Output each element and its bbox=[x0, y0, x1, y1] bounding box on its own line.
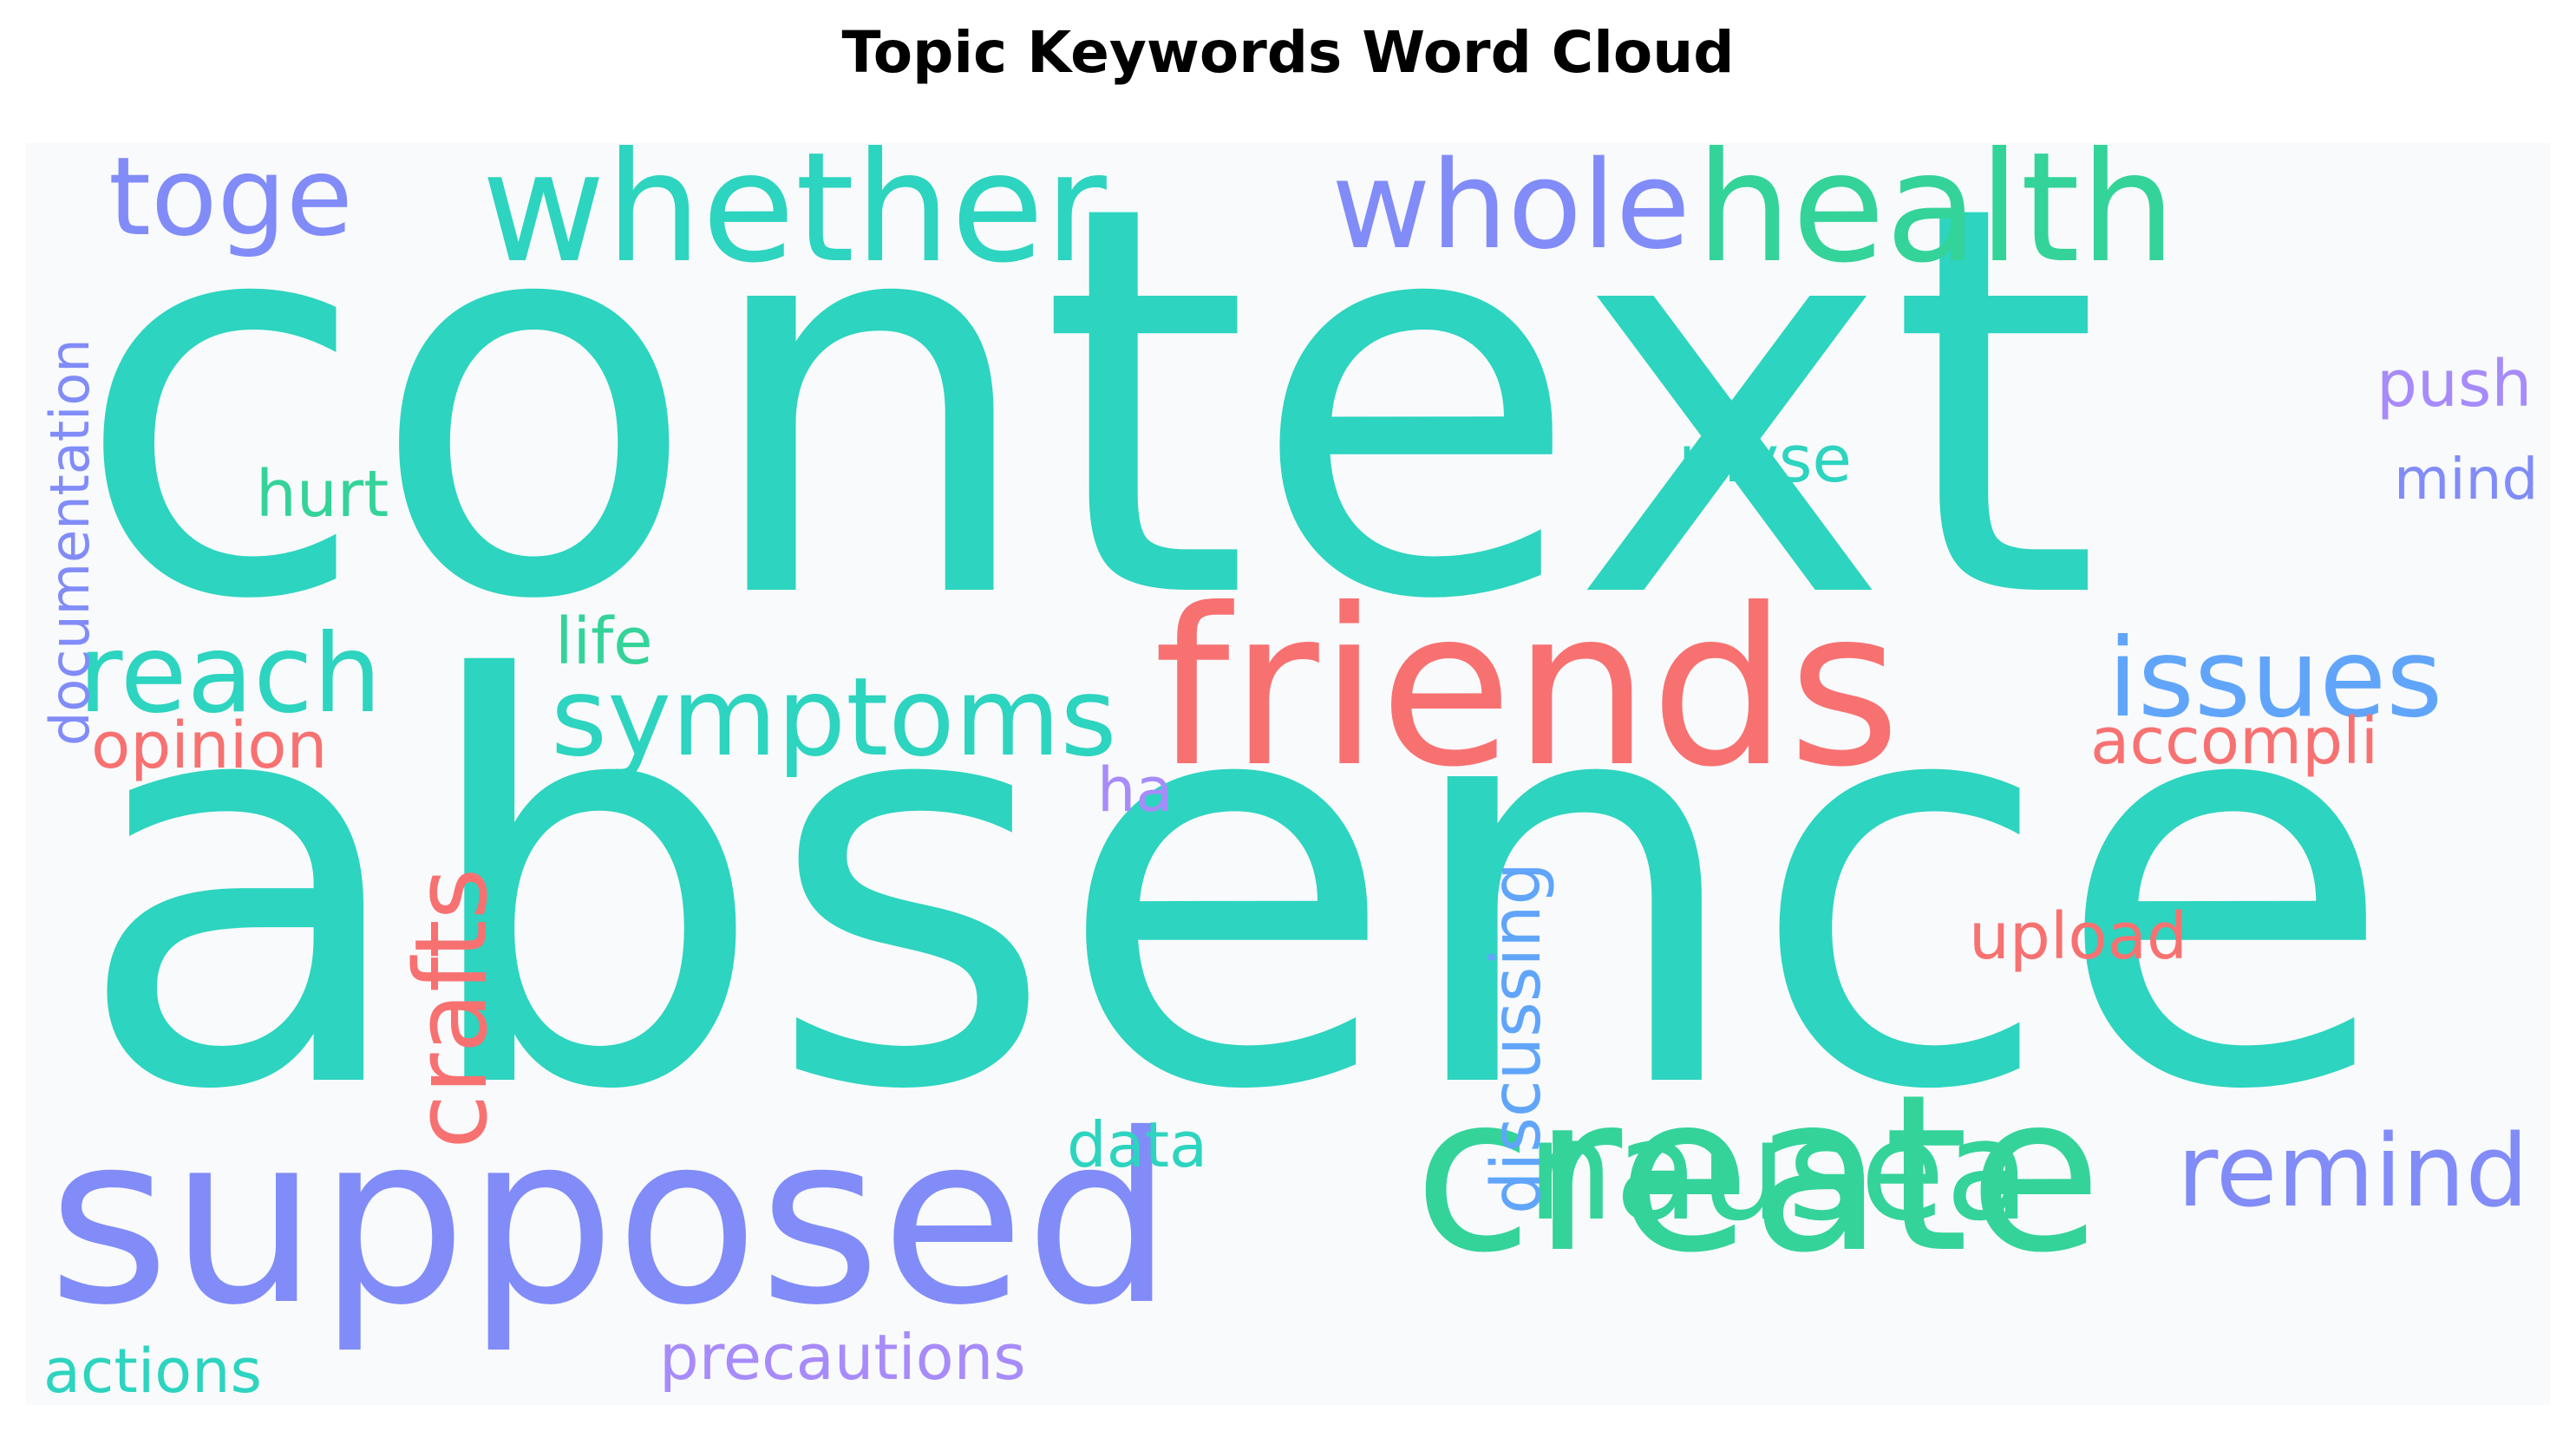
word-discussing: discussing bbox=[1478, 862, 1556, 1214]
chart-title: Topic Keywords Word Cloud bbox=[841, 19, 1735, 86]
word-accompli: accompli bbox=[2090, 704, 2378, 779]
word-absence: absence bbox=[74, 565, 2396, 1211]
word-reach: reach bbox=[78, 611, 382, 737]
word-friends: friends bbox=[1154, 562, 1900, 814]
word-issues: issues bbox=[2108, 616, 2442, 742]
word-upload: upload bbox=[1969, 899, 2187, 974]
word-symptoms: symptoms bbox=[551, 655, 1117, 781]
word-precautions: precautions bbox=[659, 1321, 1026, 1394]
word-actions: actions bbox=[43, 1336, 262, 1405]
word-ha: ha bbox=[1097, 755, 1173, 826]
word-toge: toge bbox=[108, 143, 353, 260]
word-hurt: hurt bbox=[256, 457, 389, 532]
word-health: health bbox=[1696, 143, 2176, 297]
word-mind: mind bbox=[2394, 446, 2538, 513]
word-myse: myse bbox=[1678, 422, 1852, 497]
word-nausea: nausea bbox=[1527, 1089, 2030, 1251]
word-whether: whether bbox=[481, 143, 1107, 297]
word-push: push bbox=[2377, 347, 2532, 421]
word-create: create bbox=[1414, 1048, 2102, 1300]
word-context: context bbox=[74, 143, 2101, 717]
word-documentation: documentation bbox=[38, 338, 101, 746]
word-life: life bbox=[555, 604, 653, 679]
word-cloud-panel: context absence supposed create friends wheth… bbox=[26, 143, 2550, 1405]
word-opinion: opinion bbox=[91, 709, 327, 783]
word-remind: remind bbox=[2177, 1114, 2528, 1230]
word-crafts: crafts bbox=[394, 868, 510, 1149]
word-whole: whole bbox=[1331, 143, 1690, 277]
word-data: data bbox=[1067, 1108, 1207, 1181]
word-supposed: supposed bbox=[48, 1083, 1174, 1356]
